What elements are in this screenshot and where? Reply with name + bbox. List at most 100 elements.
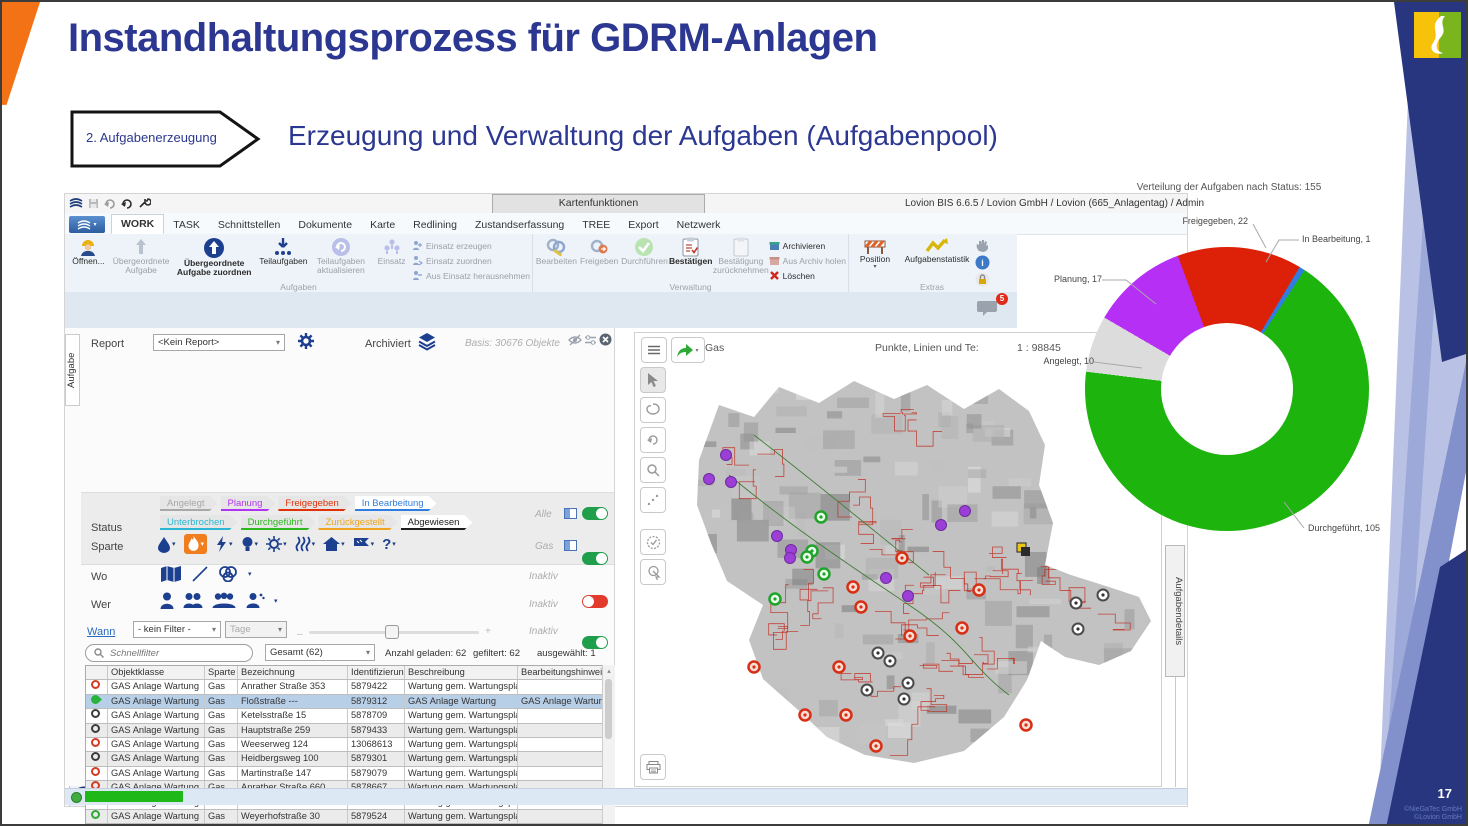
status-chip-abgewiesen[interactable]: Abgewiesen	[401, 515, 473, 530]
wann-link[interactable]: Wann	[87, 626, 116, 638]
person-icon[interactable]	[160, 592, 174, 609]
hand-tool-icon[interactable]	[975, 238, 990, 253]
electricity-sparte-button[interactable]: ▾	[215, 536, 233, 552]
map-marker-purple[interactable]	[771, 530, 783, 542]
light-sparte-button[interactable]: ▾	[241, 536, 258, 552]
ribbon-tab-zustandserfassung[interactable]: Zustandserfassung	[474, 219, 565, 231]
group-icon[interactable]	[212, 592, 236, 609]
map-marker-purple[interactable]	[959, 505, 971, 517]
layers-icon[interactable]	[417, 331, 437, 351]
map-marker-purple[interactable]	[902, 590, 914, 602]
ribbon-tab-tree[interactable]: TREE	[582, 219, 611, 231]
network-sparte-button[interactable]: ▾	[353, 537, 374, 552]
ribbon-tab-redlining[interactable]: Redlining	[413, 219, 457, 231]
map-pick-tool[interactable]	[640, 559, 666, 585]
ribbon-tab-work[interactable]: WORK	[111, 214, 165, 234]
ribbon-tab-task[interactable]: TASK	[173, 219, 200, 231]
status-chip-freigegeben[interactable]: Freigegeben	[278, 496, 351, 511]
position-button[interactable]: Position ▾	[851, 235, 899, 271]
archivieren-button[interactable]: Archivieren	[769, 238, 846, 253]
map-marker-purple[interactable]	[703, 473, 715, 485]
status-chip-zurückgestellt[interactable]: Zurückgestellt	[318, 515, 397, 530]
bearbeiten-button[interactable]: Bearbeiten	[535, 235, 578, 266]
map-measure-tool[interactable]	[640, 487, 666, 513]
notification-bubble[interactable]: 5	[977, 293, 1008, 320]
heat-sparte-button[interactable]: ▾	[295, 536, 315, 552]
clear-filter-x-icon[interactable]	[599, 333, 612, 346]
aufgabenstatistik-button[interactable]: Aufgabenstatistik	[899, 235, 975, 264]
water-sparte-button[interactable]: ▾	[157, 536, 176, 553]
map-menu-button[interactable]	[641, 337, 667, 363]
chevron-down-icon[interactable]: ▾	[274, 597, 278, 605]
sparte-toggle[interactable]	[582, 552, 608, 565]
chevron-down-icon[interactable]: ▾	[248, 571, 252, 578]
lock-icon[interactable]	[975, 272, 990, 287]
undo-icon[interactable]	[104, 198, 116, 209]
map-history-tool[interactable]	[640, 529, 666, 555]
header-bezeichnung[interactable]: Bezeichnung	[238, 666, 348, 680]
map-marker-purple[interactable]	[880, 572, 892, 584]
side-tab-aufgabendetails[interactable]: Aufgabendetails	[1165, 545, 1185, 677]
refresh-icon[interactable]	[121, 198, 133, 209]
wo-toggle[interactable]	[582, 595, 608, 608]
bestaetigung-zuruecknehmen-button[interactable]: Bestätigung zurücknehmen	[713, 235, 769, 276]
building-sparte-button[interactable]: ▾	[323, 536, 345, 552]
uebergeordnete-aufgabe-button[interactable]: Übergeordnete Aufgabe	[110, 235, 172, 276]
wann-filter-select[interactable]: - kein Filter - ▾	[133, 621, 221, 638]
ribbon-tab-netzwerk[interactable]: Netzwerk	[676, 219, 721, 231]
side-tab-aufgabe[interactable]: Aufgabe	[65, 334, 80, 406]
map-share-button[interactable]: ▾	[671, 337, 705, 363]
table-row[interactable]: GAS Anlage Wartung Gas Heidbergsweg 100 587…	[86, 752, 603, 767]
two-persons-icon[interactable]	[183, 592, 203, 609]
status-chip-durchgeführt[interactable]: Durchgeführt	[241, 515, 316, 530]
loeschen-button[interactable]: Löschen	[769, 268, 846, 283]
aus-einsatz-herausnehmen-button[interactable]: Aus Einsatz herausnehmen	[412, 268, 530, 283]
quick-filter-input[interactable]	[108, 646, 232, 660]
map-marker-purple[interactable]	[784, 552, 796, 564]
table-row[interactable]: GAS Anlage Wartung Gas Martinstraße 147 587…	[86, 766, 603, 782]
einsatz-button[interactable]: Einsatz	[371, 235, 412, 266]
table-row[interactable]: GAS Anlage Wartung Gas Floßstraße --- 58793…	[86, 694, 603, 710]
table-row[interactable]: GAS Anlage Wartung Gas Weyerhofstraße 30 58…	[86, 809, 603, 824]
table-row[interactable]: GAS Anlage Wartung Gas Anrather Straße 353…	[86, 680, 603, 695]
status-chip-unterbrochen[interactable]: Unterbrochen	[160, 515, 238, 530]
ribbon-tab-dokumente[interactable]: Dokumente	[298, 219, 353, 231]
status-chip-in bearbeitung[interactable]: In Bearbeitung	[355, 496, 437, 511]
wann-slider-handle[interactable]	[385, 625, 399, 639]
sparte-panel-icon[interactable]	[564, 540, 577, 551]
map-select-tool[interactable]	[640, 367, 666, 393]
application-menu-button[interactable]: ▾	[69, 216, 105, 233]
save-icon[interactable]	[88, 198, 99, 209]
table-header-row[interactable]: Objektklasse Sparte Bezeichnung Identifi…	[86, 666, 603, 681]
table-vertical-scrollbar[interactable]: ▴▾	[602, 665, 615, 824]
report-select[interactable]: <Kein Report> ▾	[153, 334, 285, 351]
district-heating-sparte-button[interactable]: ▾	[266, 536, 287, 552]
header-identifizierung[interactable]: Identifizierung	[348, 666, 405, 680]
ribbon-tab-export[interactable]: Export	[628, 219, 659, 231]
info-icon[interactable]: i	[975, 255, 990, 270]
header-sparte[interactable]: Sparte	[205, 666, 238, 680]
person-tag-icon[interactable]	[245, 592, 265, 609]
eye-slash-icon[interactable]	[568, 334, 582, 346]
aus-archiv-holen-button[interactable]: Aus Archiv holen	[769, 253, 846, 268]
map-marker-purple[interactable]	[935, 519, 947, 531]
einsatz-zuordnen-button[interactable]: Einsatz zuordnen	[412, 253, 530, 268]
einsatz-erzeugen-button[interactable]: Einsatz erzeugen	[412, 238, 530, 253]
status-panel-icon[interactable]	[564, 508, 577, 519]
wann-unit-select[interactable]: Tage ▾	[225, 621, 287, 638]
header-bearbeitungshinweis[interactable]: Bearbeitungshinweis	[521, 667, 603, 677]
durchfuehren-button[interactable]: Durchführen	[621, 235, 669, 266]
scope-select[interactable]: Gesamt (62) ▾	[265, 644, 375, 661]
map-zoom-tool[interactable]	[640, 457, 666, 483]
wrench-icon[interactable]	[138, 198, 151, 209]
map-marker-purple[interactable]	[725, 476, 737, 488]
selected-marker[interactable]	[1016, 542, 1030, 556]
line-tool-icon[interactable]	[192, 566, 208, 582]
teilaufgaben-button[interactable]: Teilaufgaben	[256, 235, 311, 266]
bestaetigen-button[interactable]: Bestätigen	[668, 235, 712, 266]
scroll-thumb[interactable]	[605, 679, 612, 739]
table-row[interactable]: GAS Anlage Wartung Gas Hauptstraße 259 5879…	[86, 723, 603, 738]
ribbon-tab-karte[interactable]: Karte	[370, 219, 396, 231]
wer-toggle[interactable]	[582, 636, 608, 649]
filter-settings-icon[interactable]	[584, 334, 597, 346]
